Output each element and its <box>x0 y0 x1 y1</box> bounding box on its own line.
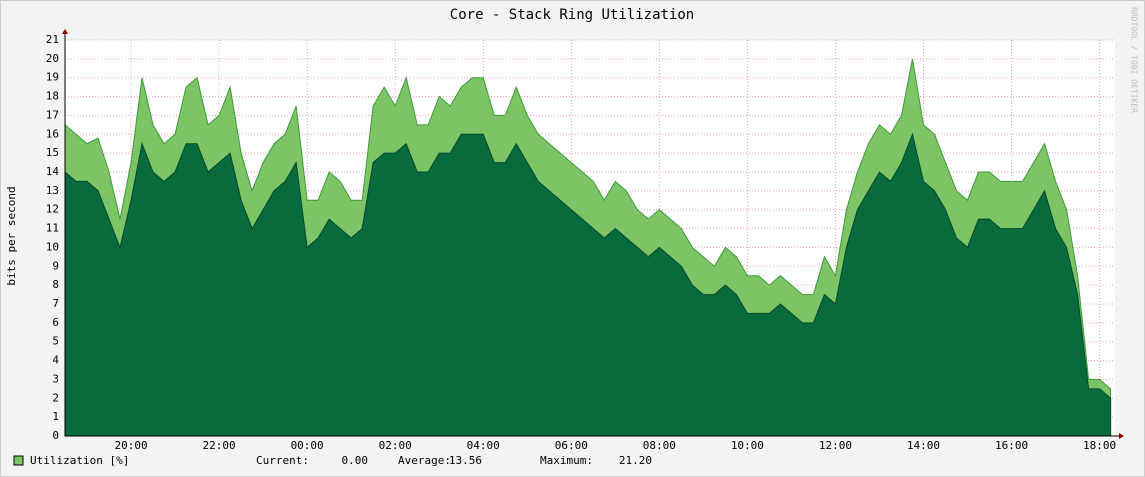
x-tick-label: 14:00 <box>907 439 940 452</box>
y-tick-label: 12 <box>46 203 59 216</box>
x-tick-label: 20:00 <box>114 439 147 452</box>
stat-label: Current: <box>256 454 309 467</box>
y-axis-label: bits per second <box>5 186 18 285</box>
x-tick-label: 00:00 <box>291 439 324 452</box>
stat-label: Maximum: <box>540 454 593 467</box>
y-tick-label: 10 <box>46 240 59 253</box>
x-tick-label: 02:00 <box>379 439 412 452</box>
y-tick-label: 5 <box>52 335 59 348</box>
y-axis-arrow <box>62 29 68 34</box>
x-axis-arrow <box>1119 433 1124 439</box>
legend-label: Utilization [%] <box>30 454 129 467</box>
y-tick-label: 17 <box>46 108 59 121</box>
x-tick-label: 22:00 <box>203 439 236 452</box>
x-tick-label: 16:00 <box>995 439 1028 452</box>
x-tick-label: 18:00 <box>1083 439 1116 452</box>
side-note: RRDTOOL / TOBI OETIKER <box>1130 7 1139 113</box>
stat-value: 13.56 <box>449 454 482 467</box>
y-tick-label: 0 <box>52 429 59 442</box>
x-tick-label: 08:00 <box>643 439 676 452</box>
y-tick-label: 15 <box>46 146 59 159</box>
y-tick-label: 6 <box>52 316 59 329</box>
x-tick-label: 04:00 <box>467 439 500 452</box>
x-tick-label: 12:00 <box>819 439 852 452</box>
y-tick-label: 2 <box>52 391 59 404</box>
stat-label: Average: <box>398 454 451 467</box>
y-tick-label: 18 <box>46 90 59 103</box>
stat-value: 21.20 <box>619 454 652 467</box>
stat-value: 0.00 <box>342 454 369 467</box>
y-tick-label: 20 <box>46 52 59 65</box>
y-tick-label: 19 <box>46 71 59 84</box>
x-tick-label: 06:00 <box>555 439 588 452</box>
chart-title: Core - Stack Ring Utilization <box>450 7 694 23</box>
y-tick-label: 7 <box>52 297 59 310</box>
y-tick-label: 4 <box>52 354 59 367</box>
y-tick-label: 13 <box>46 184 59 197</box>
y-tick-label: 9 <box>52 259 59 272</box>
area <box>64 132 1112 437</box>
y-tick-label: 8 <box>52 278 59 291</box>
y-tick-label: 21 <box>46 33 59 46</box>
y-tick-label: 14 <box>46 165 60 178</box>
y-tick-label: 11 <box>46 222 59 235</box>
y-tick-label: 1 <box>52 410 59 423</box>
x-tick-label: 10:00 <box>731 439 764 452</box>
y-tick-label: 3 <box>52 372 59 385</box>
y-tick-label: 16 <box>46 127 59 140</box>
legend-swatch <box>13 455 24 466</box>
